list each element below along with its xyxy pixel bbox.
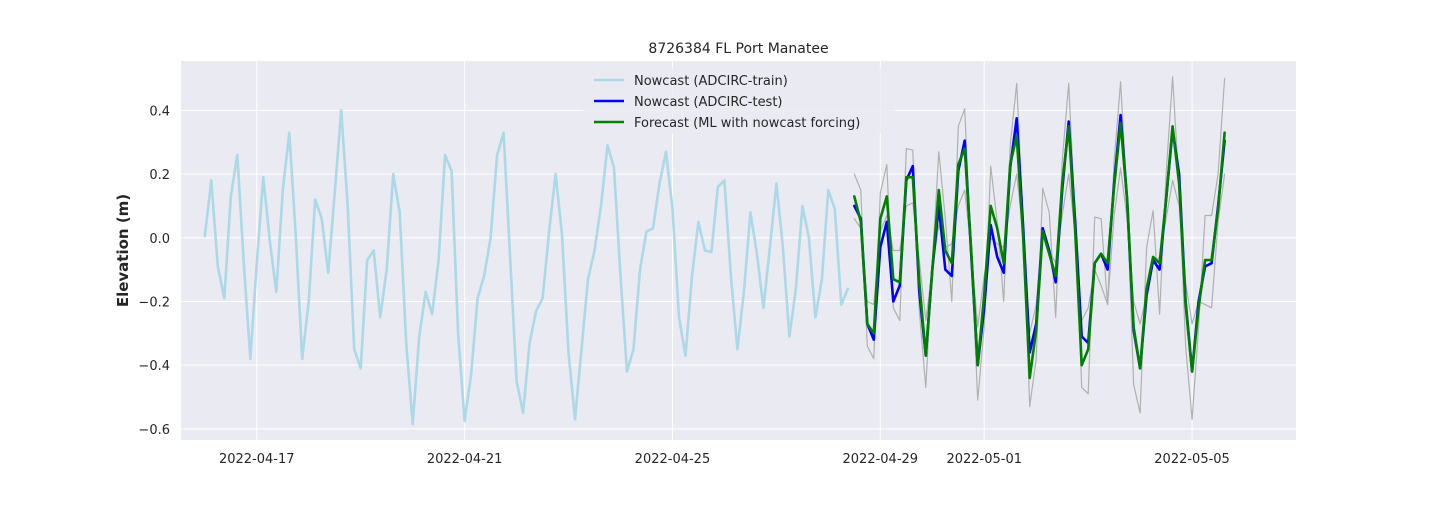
y-tick-label: 0.0 [149,232,170,247]
series-line-3 [852,121,1226,380]
series-line-1 [203,109,850,426]
chart-title: 8726384 FL Port Manatee [648,41,828,57]
y-tick-label: 0.4 [149,104,170,119]
y-tick-label: −0.2 [138,295,170,310]
x-tick-label: 2022-05-05 [1154,452,1230,467]
legend: Nowcast (ADCIRC-train) Nowcast (ADCIRC-te… [583,68,895,134]
series-group [203,76,1226,426]
legend-box [583,68,895,134]
y-axis-label: Elevation (m) [114,194,132,307]
y-tick-label: 0.2 [149,168,170,183]
x-tick-label: 2022-05-01 [946,452,1022,467]
x-tick-label: 2022-04-29 [843,452,919,467]
x-tick-label: 2022-04-17 [219,452,295,467]
y-tick-label: −0.6 [138,423,170,438]
legend-label: Nowcast (ADCIRC-train) [634,74,788,89]
x-tick-label: 2022-04-21 [427,452,503,467]
y-tick-label: −0.4 [138,359,170,374]
legend-label: Forecast (ML with nowcast forcing) [634,116,860,131]
x-tick-label: 2022-04-25 [635,452,711,467]
legend-label: Nowcast (ADCIRC-test) [634,95,783,110]
tick-labels: −0.6 −0.4 −0.2 0.0 0.2 0.4 2022-04-17 2022-04-2… [138,104,1229,467]
